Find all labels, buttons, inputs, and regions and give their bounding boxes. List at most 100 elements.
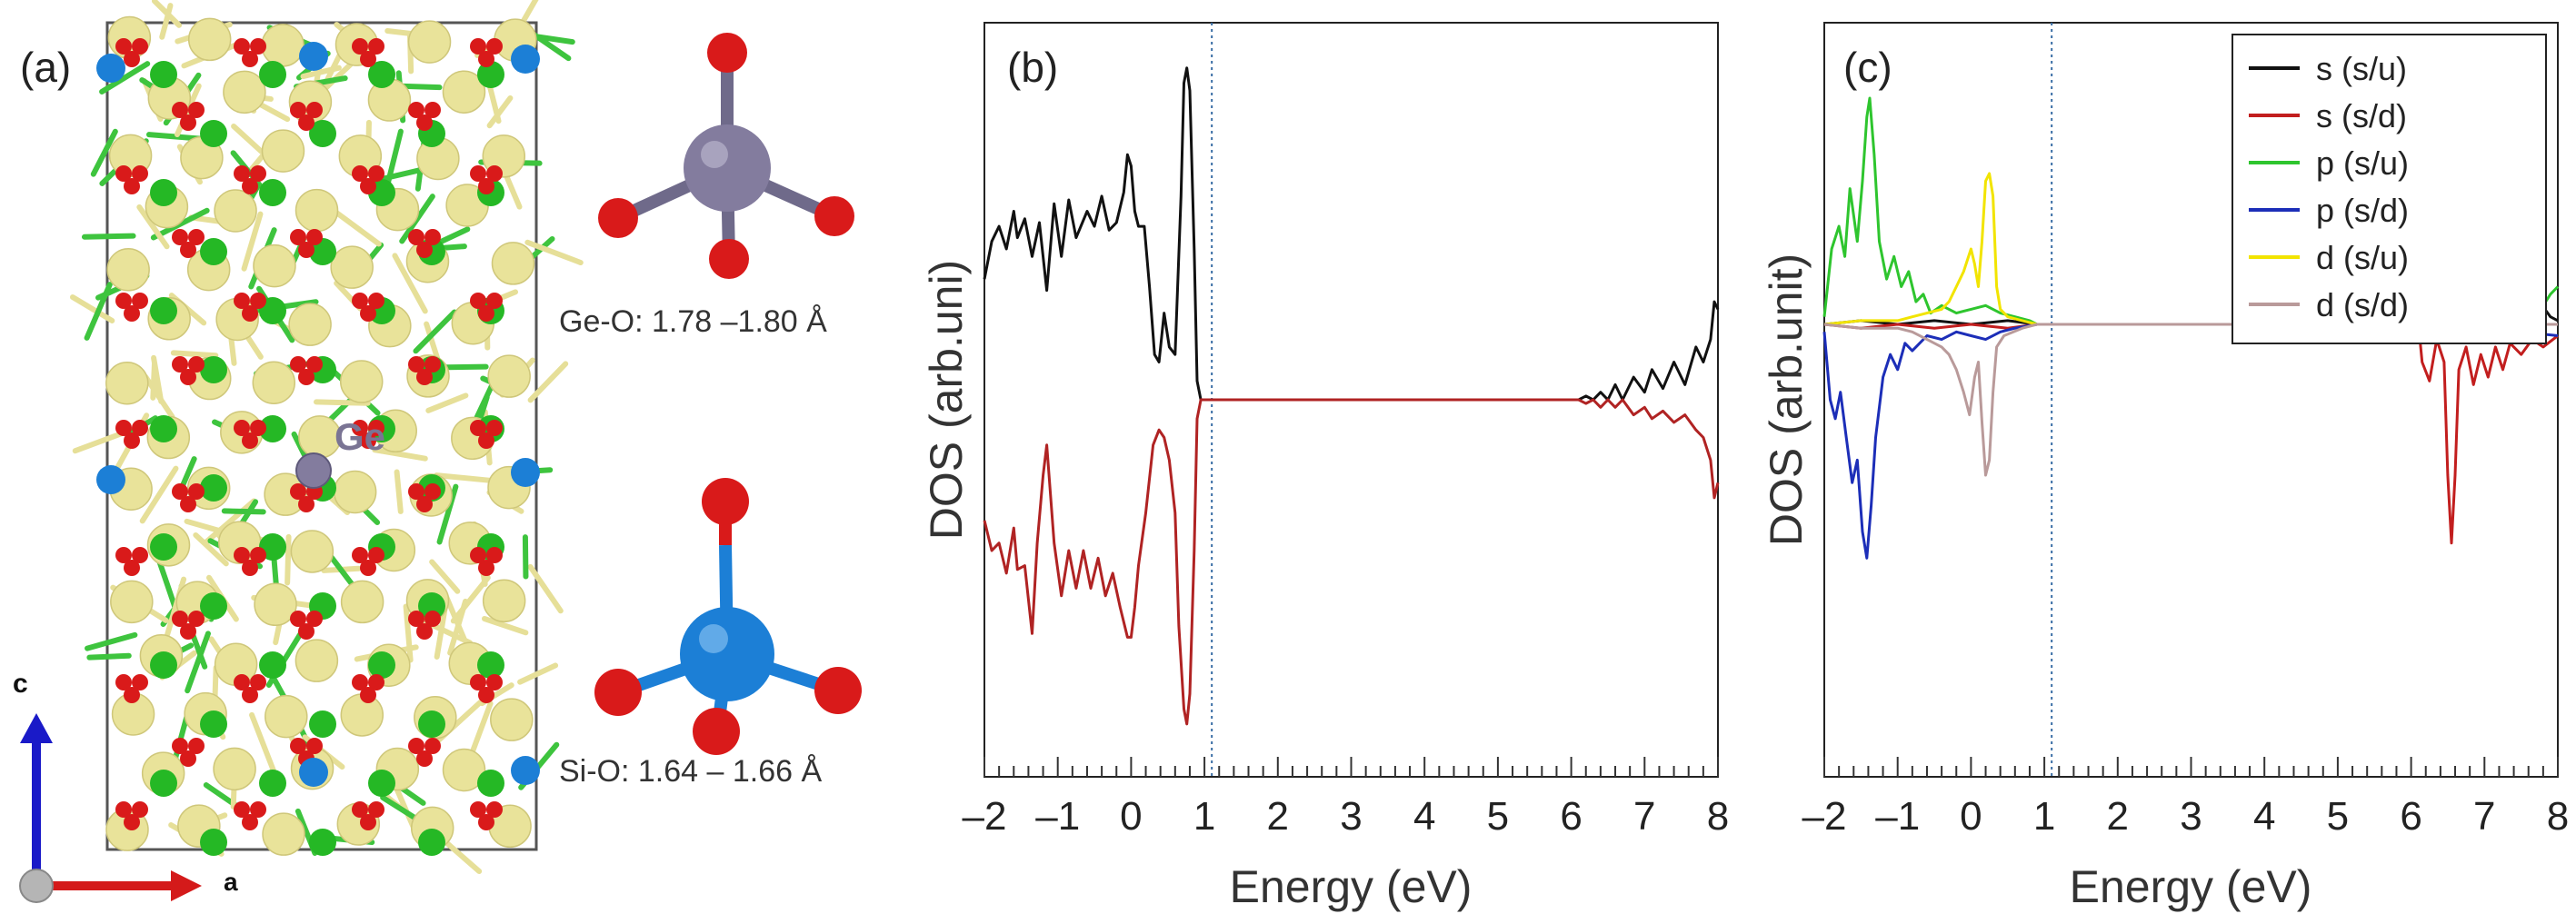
x-tick-label: 7: [1633, 794, 1655, 839]
si-o-bond-length: Si-O: 1.64 – 1.66 Å: [559, 754, 822, 789]
sulfur-atom: [295, 188, 339, 233]
oxygen-atom: [478, 305, 494, 322]
oxygen-atom: [124, 687, 140, 703]
oxygen-atom: [360, 560, 376, 576]
sulfur-atom: [491, 242, 535, 285]
silicon-atom: [680, 607, 774, 701]
oxygen-atom: [707, 33, 747, 73]
sulfur-atom: [340, 580, 384, 624]
sulfur-atom: [333, 470, 377, 514]
green-atom: [150, 297, 177, 324]
legend-entry-label: d (s/d): [2316, 286, 2409, 323]
x-tick-label: 5: [1487, 794, 1509, 839]
x-tick-label: 2: [1267, 794, 1289, 839]
oxygen-atom: [360, 51, 376, 67]
oxygen-atom: [598, 198, 638, 238]
silicon-atom: [511, 458, 540, 487]
green-atom: [150, 415, 177, 442]
oxygen-atom: [416, 114, 433, 131]
x-tick-label: –1: [1875, 794, 1920, 839]
silicon-atom: [511, 45, 540, 74]
green-atom: [200, 829, 227, 856]
sulfur-atom: [442, 70, 486, 114]
oxygen-atom: [298, 623, 315, 640]
sulfur-atom: [213, 747, 256, 791]
x-tick-label: 4: [2253, 794, 2275, 839]
oxygen-atom: [180, 369, 196, 385]
green-atom: [200, 710, 227, 738]
y-axis-label: DOS (arb.unit): [1761, 253, 1812, 546]
x-ticks: [983, 757, 1719, 777]
green-atom: [477, 651, 504, 679]
sulfur-atom: [290, 530, 334, 573]
green-atom: [309, 120, 336, 147]
oxygen-atom: [180, 496, 196, 512]
x-tick-label: 6: [1560, 794, 1582, 839]
a-axis-label: a: [224, 868, 238, 896]
green-atom: [418, 592, 445, 620]
legend-entry-label: s (s/d): [2316, 97, 2407, 134]
legend-box: [2232, 34, 2547, 344]
oxygen-atom: [242, 432, 258, 449]
x-axis-label: Energy (eV): [2070, 861, 2312, 912]
green-atom: [150, 651, 177, 679]
oxygen-atom: [180, 750, 196, 767]
green-atom: [259, 651, 286, 679]
oxygen-atom: [242, 305, 258, 322]
a-axis-arrow-icon: [171, 870, 202, 901]
sulfur-atom: [110, 580, 154, 624]
panel-a: (a) Ge Ge-O: 1.78 –1.80 Å: [13, 0, 862, 903]
oxygen-atom: [360, 305, 376, 322]
oxygen-atom: [478, 432, 494, 449]
sulfur-atom: [223, 70, 266, 114]
oxygen-atom: [478, 51, 494, 67]
oxygen-atom: [124, 814, 140, 830]
silicon-atom: [299, 42, 328, 71]
x-tick-label: 6: [2400, 794, 2421, 839]
oxygen-atom: [242, 178, 258, 194]
silicon-atom: [511, 756, 540, 785]
chart-label: (b): [1007, 44, 1058, 91]
green-atom: [200, 474, 227, 502]
green-atom: [150, 770, 177, 797]
green-atom: [259, 297, 286, 324]
ge-o-bond-length: Ge-O: 1.78 –1.80 Å: [559, 304, 827, 339]
legend-entry-label: p (s/d): [2316, 192, 2409, 229]
oxygen-atom: [814, 667, 862, 714]
legend: s (s/u) s (s/d) p (s/u) p (s/d) d (s/u) d (s/…: [2232, 34, 2547, 344]
sulfur-atom: [330, 245, 374, 289]
c-axis-label: c: [13, 669, 28, 699]
x-tick-label: 8: [2547, 794, 2569, 839]
oxygen-atom: [242, 687, 258, 703]
sulfur-atom: [482, 579, 526, 623]
series-line-d-s-d-: [1823, 323, 2558, 477]
green-atom: [368, 651, 395, 679]
oxygen-atom: [360, 814, 376, 830]
series-group: [983, 66, 1720, 726]
oxygen-atom: [416, 623, 433, 640]
x-tick-label: 1: [1193, 794, 1215, 839]
green-atom: [309, 829, 336, 856]
c-axis-arrow-icon: [20, 713, 53, 743]
oxygen-atom: [242, 814, 258, 830]
oxygen-atom: [242, 51, 258, 67]
oxygen-atom: [478, 178, 494, 194]
crystal-lattice: [69, 0, 584, 875]
sulfur-atom: [442, 748, 486, 792]
oxygen-atom: [478, 687, 494, 703]
x-tick-labels: –2 –1 0 1 2 3 4 5 6 7 8: [963, 794, 1730, 839]
oxygen-atom: [298, 114, 315, 131]
germanium-atom: [295, 452, 332, 489]
x-tick-label: 8: [1707, 794, 1729, 839]
green-atom: [259, 61, 286, 88]
x-tick-label: 3: [2180, 794, 2202, 839]
green-atom: [368, 770, 395, 797]
x-tick-label: 1: [2033, 794, 2055, 839]
oxygen-atom: [693, 708, 740, 755]
green-atom: [309, 710, 336, 738]
dos-chart-c: (c) DOS (arb.unit) Energy (eV) –2 –1 0 1 2 3 4…: [1761, 22, 2569, 912]
oxygen-atom: [124, 305, 140, 322]
sulfur-atom: [288, 303, 332, 346]
sulfur-atom: [254, 582, 297, 627]
